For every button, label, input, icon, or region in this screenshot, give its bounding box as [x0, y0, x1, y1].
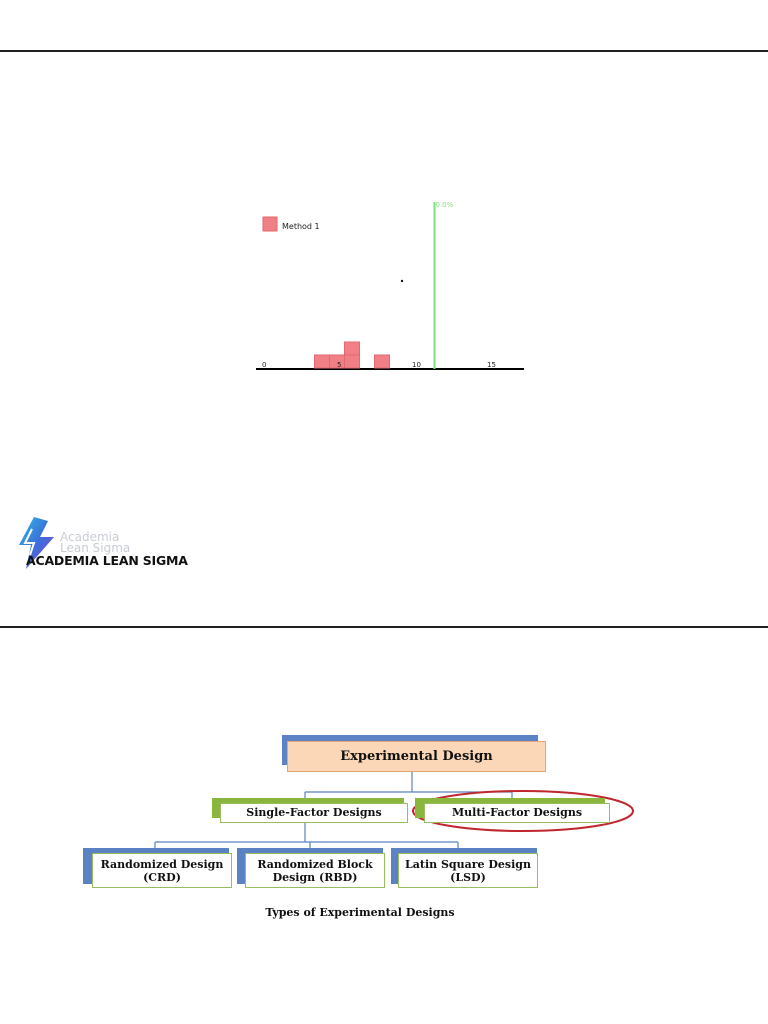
- node-multi-factor-label: Multi-Factor Designs: [451, 806, 583, 819]
- logo-faded-line1: Academia: [60, 530, 120, 544]
- node-experimental-design-label: Experimental Design: [340, 749, 493, 764]
- logo-wordmark: ACADEMIA LEAN SIGMA: [26, 553, 188, 568]
- node-single-factor-label: Single-Factor Designs: [246, 806, 382, 819]
- node-lsd-line2: (LSD): [450, 871, 486, 884]
- academia-lean-sigma-logo: Academia Lean Sigma ACADEMIA LEAN SIGMA: [14, 515, 214, 575]
- node-randomized-block-design: Randomized Block Design (RBD): [245, 853, 385, 888]
- node-lsd-line1: Latin Square Design: [405, 858, 531, 871]
- node-multi-factor: Multi-Factor Designs: [424, 803, 610, 823]
- x-tick-label: 5: [337, 361, 341, 369]
- histogram-bar: [374, 354, 390, 369]
- node-single-factor: Single-Factor Designs: [220, 803, 408, 823]
- node-rbd-line1: Randomized Block: [257, 858, 373, 871]
- node-latin-square-design: Latin Square Design (LSD): [398, 853, 538, 888]
- middle-divider: [0, 626, 768, 628]
- logo-faded-line2: Lean Sigma: [60, 541, 131, 555]
- bolt-logo-icon: [19, 517, 54, 569]
- node-crd-line1: Randomized Design: [100, 858, 224, 871]
- x-tick-label: 15: [487, 361, 496, 369]
- connector-root-level1: [304, 772, 513, 800]
- x-tick-label: 0: [262, 361, 266, 369]
- highlight-ellipse: [412, 790, 634, 832]
- node-crd-line2: (CRD): [143, 871, 181, 884]
- histogram-chart: 0 5 10 15 0.0% Method 1: [256, 201, 524, 370]
- x-tick-label: 10: [412, 361, 421, 369]
- legend-swatch: [262, 216, 278, 232]
- histogram-bar: [344, 341, 360, 356]
- top-divider: [0, 50, 768, 52]
- stray-point: [400, 279, 404, 283]
- node-randomized-design: Randomized Design (CRD): [92, 853, 232, 888]
- histogram-bars: [314, 341, 390, 369]
- connector-single-level2: [154, 823, 459, 850]
- x-tick-labels: 0 5 10 15: [262, 361, 496, 369]
- reference-line-label: 0.0%: [436, 201, 454, 209]
- node-rbd-line2: Design (RBD): [272, 871, 358, 884]
- legend-label: Method 1: [282, 222, 320, 231]
- diagram-caption: Types of Experimental Designs: [265, 906, 455, 919]
- node-experimental-design: Experimental Design: [287, 741, 546, 772]
